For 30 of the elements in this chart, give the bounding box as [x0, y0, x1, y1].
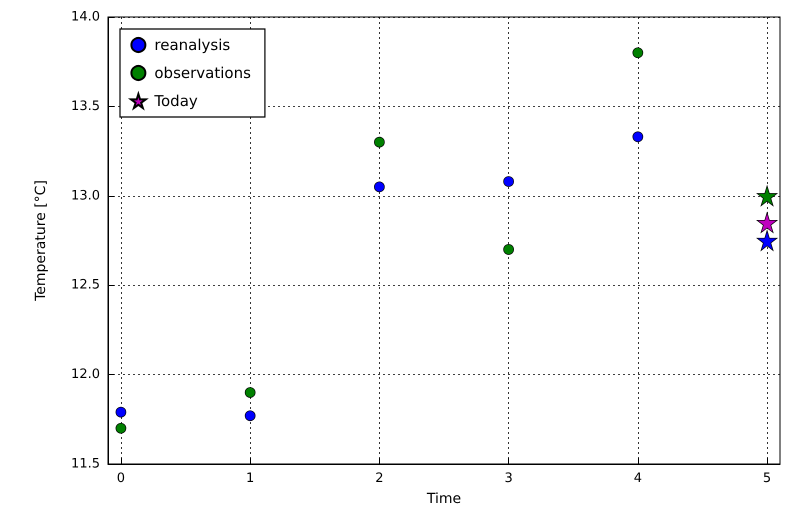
y-tick-label: 13.5 — [71, 98, 100, 114]
x-tick-label: 2 — [375, 471, 384, 486]
x-tick-label: 4 — [634, 471, 642, 486]
legend-label: reanalysis — [154, 36, 230, 54]
y-tick-label: 11.5 — [71, 456, 100, 472]
legend-label: observations — [154, 64, 252, 82]
point — [632, 131, 644, 142]
point — [632, 47, 644, 58]
point — [116, 422, 126, 434]
point — [756, 212, 778, 233]
point — [244, 387, 256, 398]
legend-label: Today — [153, 92, 198, 110]
point — [116, 406, 126, 418]
y-tick-label: 13.0 — [71, 188, 100, 204]
y-tick-label: 12.5 — [71, 278, 100, 293]
point — [756, 230, 778, 251]
x-tick-label: 3 — [504, 471, 513, 486]
y-tick-label: 14.0 — [71, 10, 100, 24]
point — [374, 182, 385, 192]
x-tick-label: 1 — [246, 471, 254, 486]
point — [503, 244, 514, 255]
point — [756, 185, 778, 206]
point — [374, 136, 385, 148]
point — [244, 410, 256, 422]
y-tick-label: 12.0 — [71, 367, 100, 382]
y-axis-title: Temperature [°C] — [33, 180, 49, 302]
x-tick-label: 5 — [762, 471, 772, 486]
x-tick-label: 0 — [116, 471, 126, 486]
point — [503, 176, 514, 187]
x-axis-title: Time — [426, 491, 462, 507]
